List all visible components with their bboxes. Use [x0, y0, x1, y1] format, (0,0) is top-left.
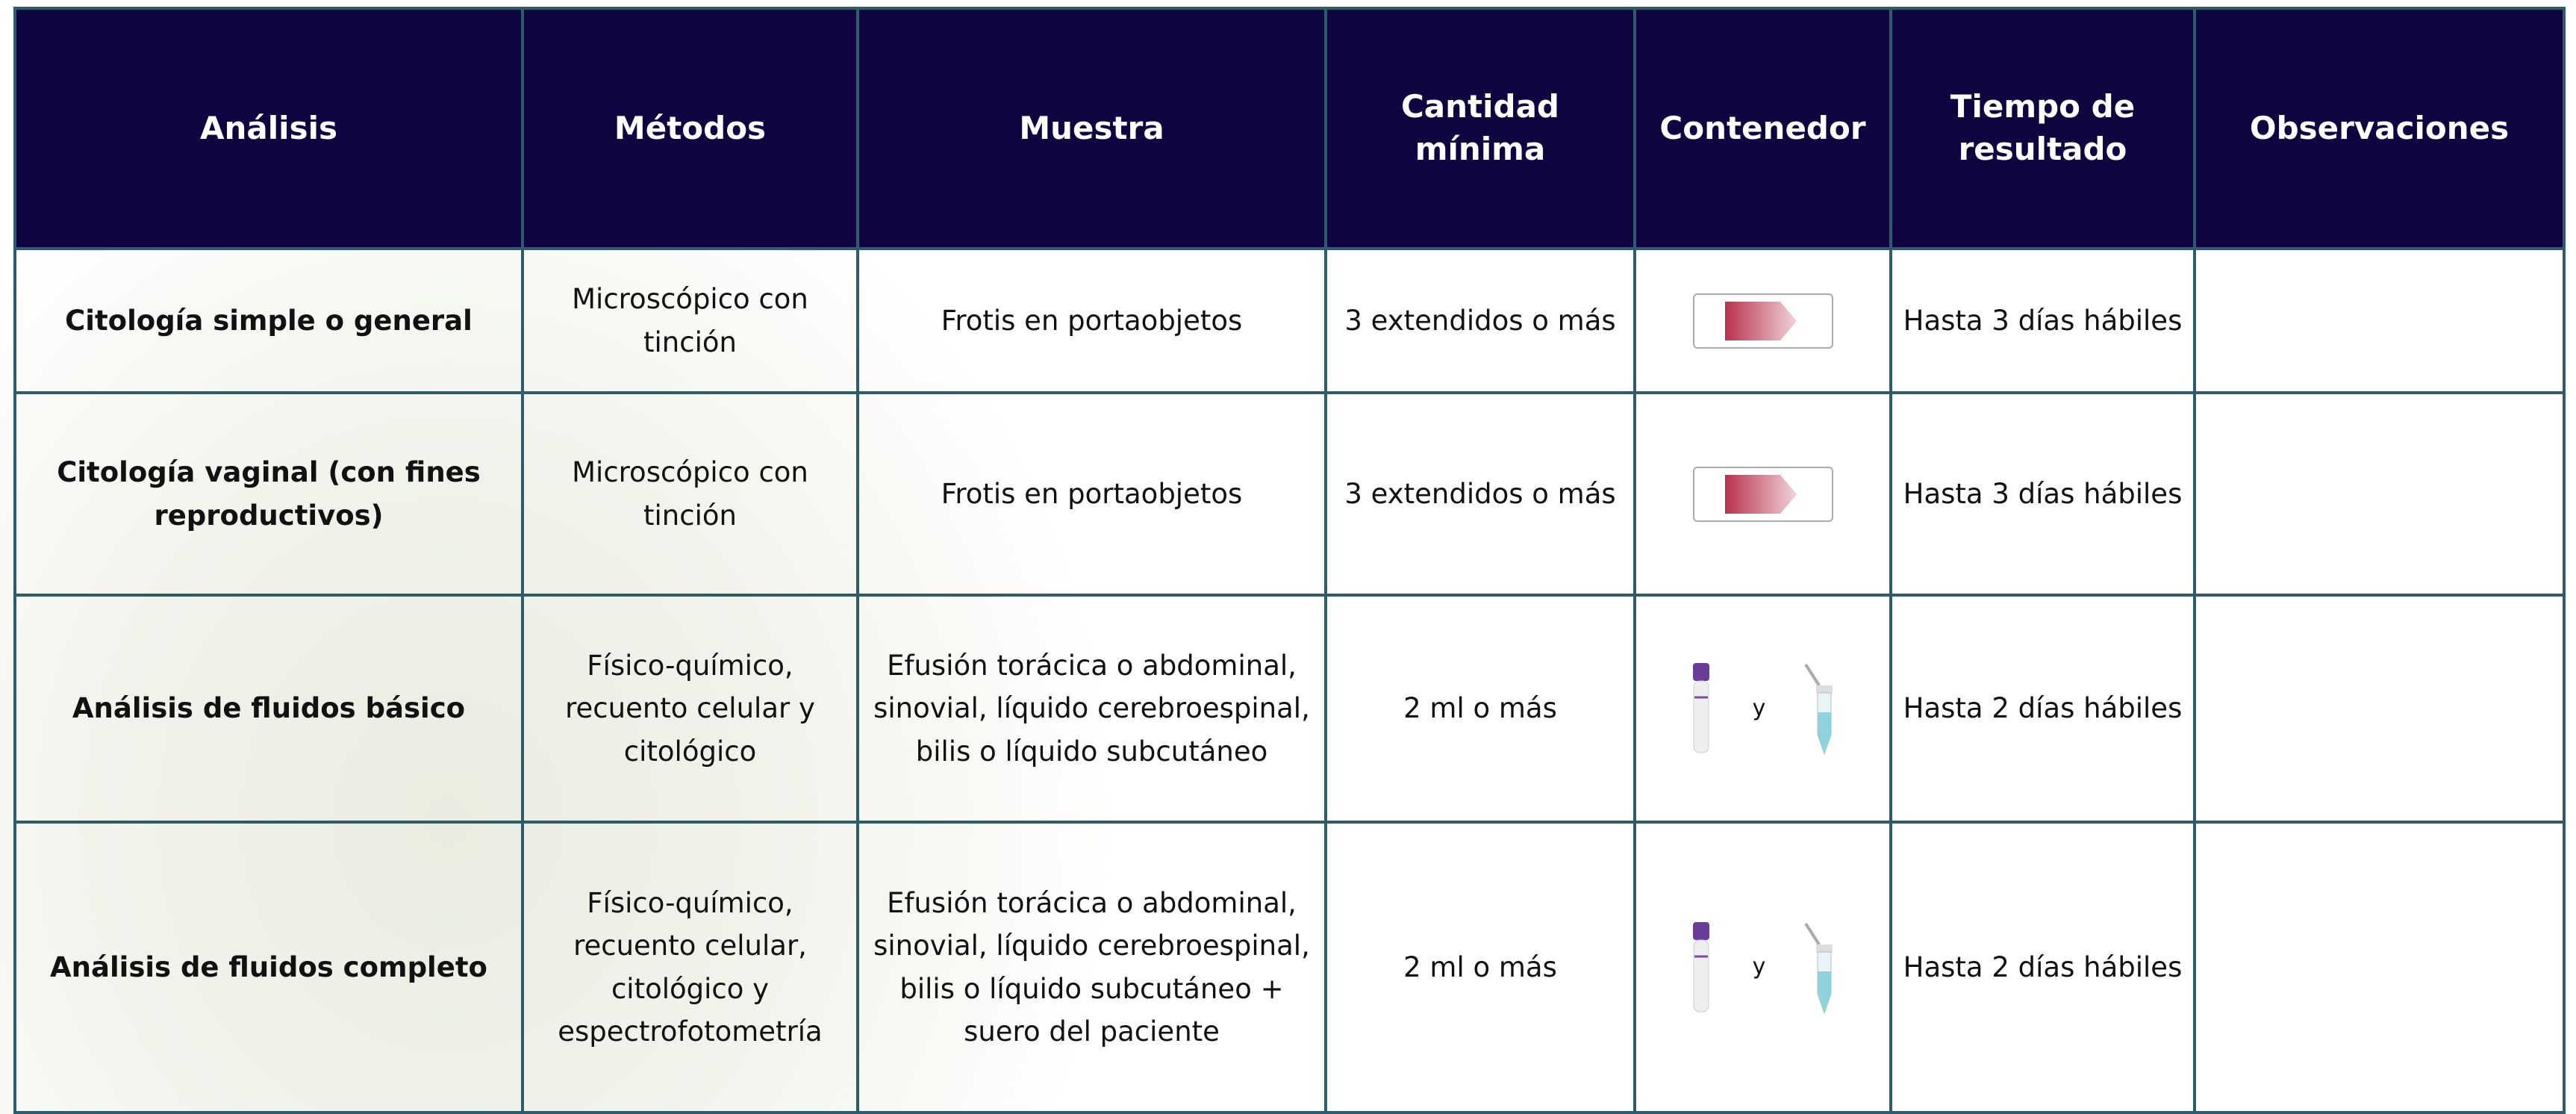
column-header: Contenedor	[1633, 7, 1892, 250]
column-header: Cantidad mínima	[1324, 7, 1636, 250]
analysis-cell: Citología simple o general	[13, 247, 524, 394]
methods-cell: Microscópico con tinción	[521, 247, 859, 394]
analysis-cell: Análisis de fluidos básico	[13, 594, 524, 824]
observations-cell	[2193, 594, 2566, 824]
container-cell: y	[1633, 821, 1892, 1114]
container-cell	[1633, 247, 1892, 394]
analysis-table: Análisis Métodos Muestra Cantidad mínima Con…	[13, 7, 2566, 1114]
table-row: Citología simple o general Microscópico c…	[13, 247, 2566, 394]
container-icons	[1647, 293, 1879, 349]
connector: y	[1752, 694, 1766, 721]
container-icons: y	[1647, 660, 1879, 757]
sample-cell: Efusión torácica o abdominal, sinovial, …	[856, 821, 1327, 1114]
observations-cell	[2193, 247, 2566, 394]
table-row: Citología vaginal (con fines reproductiv…	[13, 391, 2566, 597]
sample-cell: Frotis en portaobjetos	[856, 391, 1327, 597]
quantity-cell: 3 extendidos o más	[1324, 391, 1636, 597]
column-header: Observaciones	[2193, 7, 2566, 250]
methods-cell: Físico-químico, recuento celular y citol…	[521, 594, 859, 824]
header-row: Análisis Métodos Muestra Cantidad mínima Con…	[13, 7, 2566, 250]
sample-cell: Efusión torácica o abdominal, sinovial, …	[856, 594, 1327, 824]
analysis-cell: Análisis de fluidos completo	[13, 821, 524, 1114]
container-icons: y	[1647, 919, 1879, 1016]
time-cell: Hasta 3 días hábiles	[1889, 247, 2196, 394]
time-cell: Hasta 2 días hábiles	[1889, 821, 2196, 1114]
column-header: Tiempo de resultado	[1889, 7, 2196, 250]
quantity-cell: 2 ml o más	[1324, 594, 1636, 824]
tube-icon	[1692, 663, 1709, 753]
eppendorf-icon	[1804, 922, 1833, 1015]
methods-cell: Microscópico con tinción	[521, 391, 859, 597]
container-icons	[1647, 466, 1879, 523]
sample-cell: Frotis en portaobjetos	[856, 247, 1327, 394]
quantity-cell: 2 ml o más	[1324, 821, 1636, 1114]
column-header: Métodos	[521, 7, 859, 250]
eppendorf-icon	[1804, 663, 1833, 756]
quantity-cell: 3 extendidos o más	[1324, 247, 1636, 394]
tube-icon	[1692, 921, 1709, 1012]
column-header: Muestra	[856, 7, 1327, 250]
observations-cell	[2193, 391, 2566, 597]
methods-cell: Físico-químico, recuento celular, citoló…	[521, 821, 859, 1114]
connector: y	[1752, 953, 1766, 980]
column-header: Análisis	[13, 7, 524, 250]
table-row: Análisis de fluidos completo Físico-quími…	[13, 821, 2566, 1114]
time-cell: Hasta 2 días hábiles	[1889, 594, 2196, 824]
slide-icon	[1692, 466, 1833, 522]
table-body: Citología simple o general Microscópico c…	[13, 247, 2566, 1114]
observations-cell	[2193, 821, 2566, 1114]
container-cell	[1633, 391, 1892, 597]
container-cell: y	[1633, 594, 1892, 824]
time-cell: Hasta 3 días hábiles	[1889, 391, 2196, 597]
analysis-cell: Citología vaginal (con fines reproductiv…	[13, 391, 524, 597]
slide-icon	[1692, 293, 1833, 349]
table-row: Análisis de fluidos básico Físico-químico…	[13, 594, 2566, 824]
